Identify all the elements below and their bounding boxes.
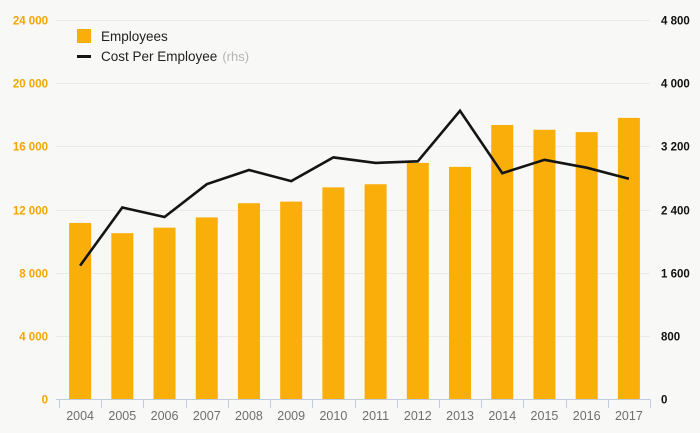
employees-swatch-icon [77,29,91,43]
right-axis-tick-label: 4 000 [661,79,690,91]
right-axis-tick-label: 3 200 [661,142,690,154]
legend-item-employees: Employees [77,26,249,46]
right-axis-tick-label: 2 400 [661,206,690,218]
x-axis-label-2005: 2005 [108,409,136,423]
x-axis-label-2015: 2015 [531,409,559,423]
left-axis-tick-label: 12 000 [13,206,48,218]
right-axis-tick-label: 4 800 [661,16,690,28]
left-axis-tick-label: 24 000 [13,16,48,28]
x-axis-label-2010: 2010 [319,409,347,423]
left-axis-tick-label: 16 000 [13,142,48,154]
x-axis-label-2008: 2008 [235,409,263,423]
legend-label-cost-per-employee: Cost Per Employee [101,48,218,64]
left-axis-tick-label: 4 000 [19,332,48,344]
bar-2016 [575,132,598,399]
cost-per-employee-line [79,108,630,267]
bar-2013 [449,166,472,399]
x-axis-label-2009: 2009 [277,409,305,423]
right-axis-tick-label: 0 [661,395,667,407]
cost-line-swatch-icon [77,54,91,58]
bar-2006 [153,227,176,399]
bar-2010 [322,187,345,399]
bar-2012 [406,162,429,399]
x-axis-label-2017: 2017 [615,409,643,423]
x-axis-label-2006: 2006 [151,409,179,423]
x-axis-label-2011: 2011 [362,409,389,423]
right-axis-tick-label: 800 [661,332,680,344]
x-axis-label-2016: 2016 [573,409,601,423]
bar-2009 [280,201,303,399]
bar-2004 [69,222,92,399]
bar-2007 [195,217,218,399]
chart-legend: Employees Cost Per Employee (rhs) [77,26,249,66]
x-axis-label-2014: 2014 [488,409,516,423]
bar-2011 [364,184,387,399]
right-axis-tick-label: 1 600 [661,269,690,281]
bar-2014 [491,125,514,399]
bar-2017 [617,117,640,400]
legend-item-cost-per-employee: Cost Per Employee (rhs) [77,46,249,66]
bar-2015 [533,129,556,400]
x-axis-label-2013: 2013 [446,409,474,423]
x-axis-label-2007: 2007 [193,409,221,423]
bar-2005 [111,233,134,399]
legend-label-rhs: (rhs) [222,48,250,64]
left-axis-tick-label: 0 [42,395,48,407]
x-axis-label-2012: 2012 [404,409,432,423]
legend-label-employees: Employees [101,28,168,44]
left-axis-tick-label: 20 000 [13,79,48,91]
left-axis-tick-label: 8 000 [19,269,48,281]
x-axis-label-2004: 2004 [66,409,94,423]
bar-2008 [237,203,260,399]
